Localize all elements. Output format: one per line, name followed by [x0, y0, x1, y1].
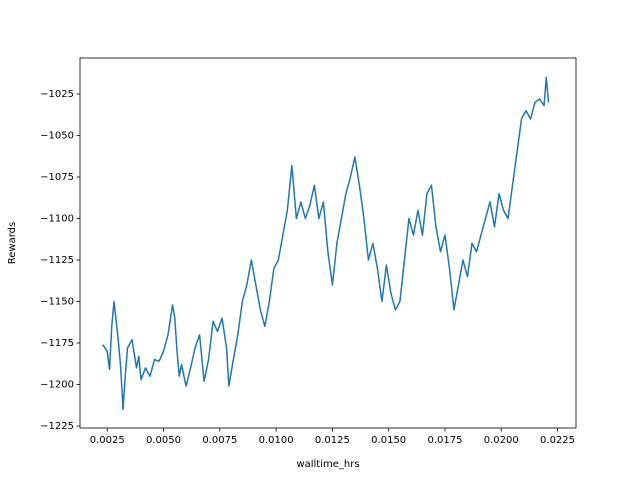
y-tick-label: −1025	[40, 89, 74, 100]
y-tick-label: −1050	[40, 131, 74, 142]
x-tick-label: 0.0050	[146, 435, 181, 446]
x-tick-label: 0.0125	[315, 435, 350, 446]
x-tick-label: 0.0175	[427, 435, 462, 446]
x-tick-label: 0.0225	[540, 435, 575, 446]
y-tick-label: −1075	[40, 172, 74, 183]
y-tick-label: −1150	[40, 297, 74, 308]
x-tick-label: 0.0075	[202, 435, 237, 446]
y-tick-label: −1200	[40, 380, 74, 391]
axes-frame	[79, 57, 577, 429]
x-tick-label: 0.0025	[90, 435, 125, 446]
y-axis-label: Rewards	[7, 222, 18, 264]
y-tick-label: −1125	[40, 255, 74, 266]
data-line	[102, 76, 550, 411]
x-axis-label: walltime_hrs	[296, 459, 359, 470]
x-tick-label: 0.0150	[371, 435, 406, 446]
y-tick-label: −1100	[40, 214, 74, 225]
y-tick-label: −1225	[40, 421, 74, 432]
x-tick-label: 0.0200	[484, 435, 519, 446]
y-tick-label: −1175	[40, 338, 74, 349]
x-tick-label: 0.0100	[259, 435, 294, 446]
